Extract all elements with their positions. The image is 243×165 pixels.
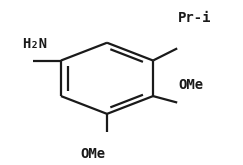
Text: H₂N: H₂N (22, 36, 48, 50)
Text: Pr-i: Pr-i (178, 11, 212, 25)
Text: OMe: OMe (178, 78, 203, 92)
Text: OMe: OMe (80, 147, 105, 161)
